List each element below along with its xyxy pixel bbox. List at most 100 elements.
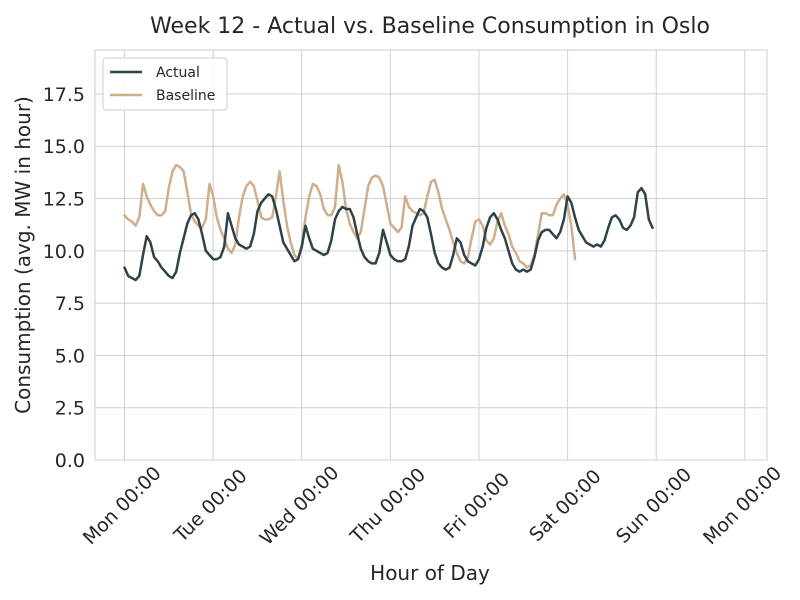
data-point — [386, 204, 388, 206]
data-point — [459, 260, 461, 262]
data-point — [330, 239, 332, 241]
data-point — [234, 237, 236, 239]
data-point — [518, 260, 520, 262]
y-tick-label: 12.5 — [43, 189, 85, 211]
data-point — [249, 245, 251, 247]
data-point — [644, 193, 646, 195]
data-point — [168, 275, 170, 277]
data-point — [430, 233, 432, 235]
data-point — [589, 243, 591, 245]
data-point — [349, 208, 351, 210]
data-point — [485, 239, 487, 241]
data-point — [315, 185, 317, 187]
data-point — [426, 216, 428, 218]
data-point — [249, 181, 251, 183]
data-point — [227, 212, 229, 214]
data-point — [600, 245, 602, 247]
data-point — [548, 214, 550, 216]
data-point — [256, 210, 258, 212]
legend-baseline-label: Baseline — [156, 88, 215, 104]
data-point — [142, 183, 144, 185]
data-point — [437, 191, 439, 193]
data-point — [153, 210, 155, 212]
data-point — [134, 225, 136, 227]
data-point — [507, 250, 509, 252]
data-point — [555, 237, 557, 239]
data-point — [378, 252, 380, 254]
data-point — [208, 183, 210, 185]
data-point — [404, 195, 406, 197]
data-point — [626, 229, 628, 231]
data-point — [559, 231, 561, 233]
data-point — [264, 218, 266, 220]
data-point — [515, 268, 517, 270]
y-tick-label: 17.5 — [43, 84, 85, 106]
data-point — [581, 235, 583, 237]
data-point — [515, 252, 517, 254]
data-point — [386, 241, 388, 243]
data-point — [297, 258, 299, 260]
data-point — [552, 233, 554, 235]
data-point — [242, 245, 244, 247]
data-point — [367, 185, 369, 187]
data-point — [267, 218, 269, 220]
data-point — [541, 231, 543, 233]
data-point — [168, 187, 170, 189]
data-point — [570, 202, 572, 204]
data-point — [459, 241, 461, 243]
data-point — [323, 254, 325, 256]
data-point — [157, 260, 159, 262]
data-point — [323, 208, 325, 210]
data-point — [419, 208, 421, 210]
data-point — [400, 260, 402, 262]
data-point — [256, 199, 258, 201]
data-point — [146, 195, 148, 197]
data-point — [456, 252, 458, 254]
data-point — [338, 210, 340, 212]
data-point — [308, 237, 310, 239]
data-point — [393, 227, 395, 229]
data-point — [179, 166, 181, 168]
data-point — [415, 216, 417, 218]
data-point — [301, 245, 303, 247]
data-point — [434, 252, 436, 254]
data-point — [182, 170, 184, 172]
series-line-actual — [123, 186, 654, 282]
data-point — [223, 245, 225, 247]
data-point — [382, 229, 384, 231]
data-point — [419, 214, 421, 216]
data-point — [330, 214, 332, 216]
data-point — [190, 214, 192, 216]
data-point — [286, 248, 288, 250]
data-point — [308, 195, 310, 197]
data-point — [393, 258, 395, 260]
y-tick-label: 10.0 — [43, 241, 85, 263]
data-point — [271, 195, 273, 197]
data-point — [637, 191, 639, 193]
data-point — [371, 262, 373, 264]
data-point — [518, 271, 520, 273]
x-tick-label: Mon 00:00 — [79, 462, 166, 549]
data-point — [470, 237, 472, 239]
data-point — [456, 237, 458, 239]
data-point — [234, 243, 236, 245]
data-point — [326, 252, 328, 254]
data-point — [205, 250, 207, 252]
data-point — [312, 248, 314, 250]
data-point — [363, 256, 365, 258]
data-point — [160, 214, 162, 216]
data-point — [452, 241, 454, 243]
data-point — [408, 206, 410, 208]
data-point — [544, 212, 546, 214]
data-point — [648, 218, 650, 220]
series-layer — [123, 163, 654, 282]
data-point — [526, 266, 528, 268]
x-tick-label: Thu 00:00 — [346, 464, 430, 548]
data-point — [574, 258, 576, 260]
data-point — [489, 243, 491, 245]
data-point — [504, 237, 506, 239]
data-point — [146, 235, 148, 237]
data-point — [290, 241, 292, 243]
data-point — [290, 254, 292, 256]
data-point — [474, 220, 476, 222]
